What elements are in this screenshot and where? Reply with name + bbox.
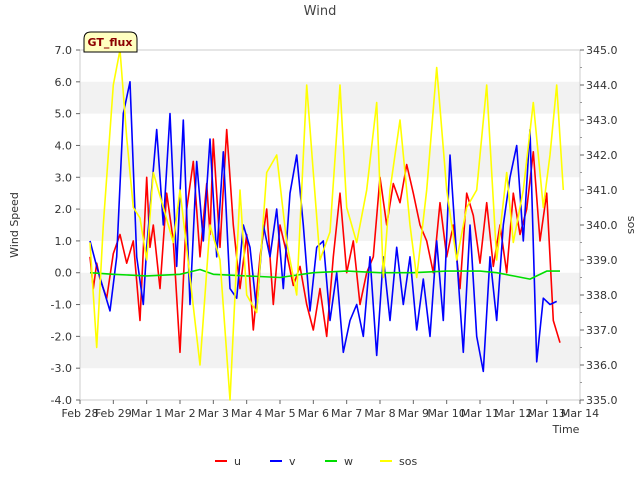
legend-label-sos: sos bbox=[399, 455, 417, 468]
grid-band bbox=[80, 81, 580, 114]
y2-tick-label: 343.0 bbox=[586, 114, 618, 127]
y-tick-label: 2.0 bbox=[55, 203, 73, 216]
x-tick-label: Mar 2 bbox=[164, 407, 195, 420]
y-tick-label: -1.0 bbox=[51, 299, 72, 312]
y2-tick-label: 340.0 bbox=[586, 219, 618, 232]
series-line-v bbox=[89, 81, 558, 373]
gt-flux-badge: GT_flux bbox=[83, 31, 138, 53]
y2-tick-label: 342.0 bbox=[586, 149, 618, 162]
y-axis-left: -4.0 -3.0 -2.0 -1.0 0.0 1.0 2.0 3.0 4.0 5.0 6.0 7.0 bbox=[51, 44, 80, 407]
y-tick-label: 7.0 bbox=[55, 44, 73, 57]
y2-tick-label: 345.0 bbox=[586, 44, 618, 57]
x-tick-label: Feb 28 bbox=[62, 407, 99, 420]
x-tick-label: Mar 4 bbox=[231, 407, 262, 420]
badge-text: GT_flux bbox=[88, 36, 133, 49]
y-tick-label: 3.0 bbox=[55, 171, 73, 184]
y-tick-label: 6.0 bbox=[55, 76, 73, 89]
legend-label-w: w bbox=[344, 455, 353, 468]
x-tick-label: Mar 3 bbox=[198, 407, 229, 420]
grid-band bbox=[80, 336, 580, 369]
x-tick-label: Mar 5 bbox=[264, 407, 295, 420]
x-tick-label: Mar 11 bbox=[461, 407, 499, 420]
badge-shape bbox=[83, 31, 138, 53]
y2-tick-label: 341.0 bbox=[586, 184, 618, 197]
x-tick-label: Mar 12 bbox=[494, 407, 532, 420]
grid-bands bbox=[80, 81, 580, 369]
y2-tick-label: 337.0 bbox=[586, 324, 618, 337]
y-tick-label: -3.0 bbox=[51, 362, 72, 375]
legend-label-u: u bbox=[234, 455, 241, 468]
x-tick-label: Mar 10 bbox=[428, 407, 466, 420]
y-tick-label: -2.0 bbox=[51, 330, 72, 343]
x-tick-label: Mar 9 bbox=[398, 407, 429, 420]
y-axis-right: 335.0 336.0 337.0 338.0 339.0 340.0 341.0 342.0… bbox=[580, 44, 618, 407]
y-tick-label: 5.0 bbox=[55, 108, 73, 121]
y-axis-label: Wind Speed bbox=[8, 192, 21, 258]
x-axis-label: Time bbox=[552, 423, 580, 436]
x-tick-label: Mar 6 bbox=[298, 407, 329, 420]
x-tick-label: Mar 1 bbox=[131, 407, 162, 420]
y-tick-label: -4.0 bbox=[51, 394, 72, 407]
y2-tick-label: 344.0 bbox=[586, 79, 618, 92]
chart-title: Wind bbox=[304, 4, 337, 19]
x-tick-label: Mar 8 bbox=[364, 407, 395, 420]
y2-tick-label: 338.0 bbox=[586, 289, 618, 302]
series-line-w bbox=[89, 268, 560, 280]
y2-tick-label: 336.0 bbox=[586, 359, 618, 372]
x-tick-label: Mar 13 bbox=[528, 407, 566, 420]
y2-axis-label: sos bbox=[625, 216, 638, 234]
y-tick-label: 1.0 bbox=[55, 235, 73, 248]
x-tick-label: Feb 29 bbox=[95, 407, 132, 420]
x-tick-label: Mar 14 bbox=[561, 407, 599, 420]
grid-band bbox=[80, 145, 580, 178]
x-tick-label: Mar 7 bbox=[331, 407, 362, 420]
y-tick-label: 4.0 bbox=[55, 139, 73, 152]
series-layer bbox=[89, 49, 565, 401]
y-tick-label: 0.0 bbox=[55, 267, 73, 280]
y2-tick-label: 339.0 bbox=[586, 254, 618, 267]
legend: u v w sos bbox=[215, 455, 417, 468]
series-line-sos bbox=[89, 49, 565, 401]
series-line-u bbox=[89, 128, 561, 354]
legend-label-v: v bbox=[289, 455, 296, 468]
y2-tick-label: 335.0 bbox=[586, 394, 618, 407]
